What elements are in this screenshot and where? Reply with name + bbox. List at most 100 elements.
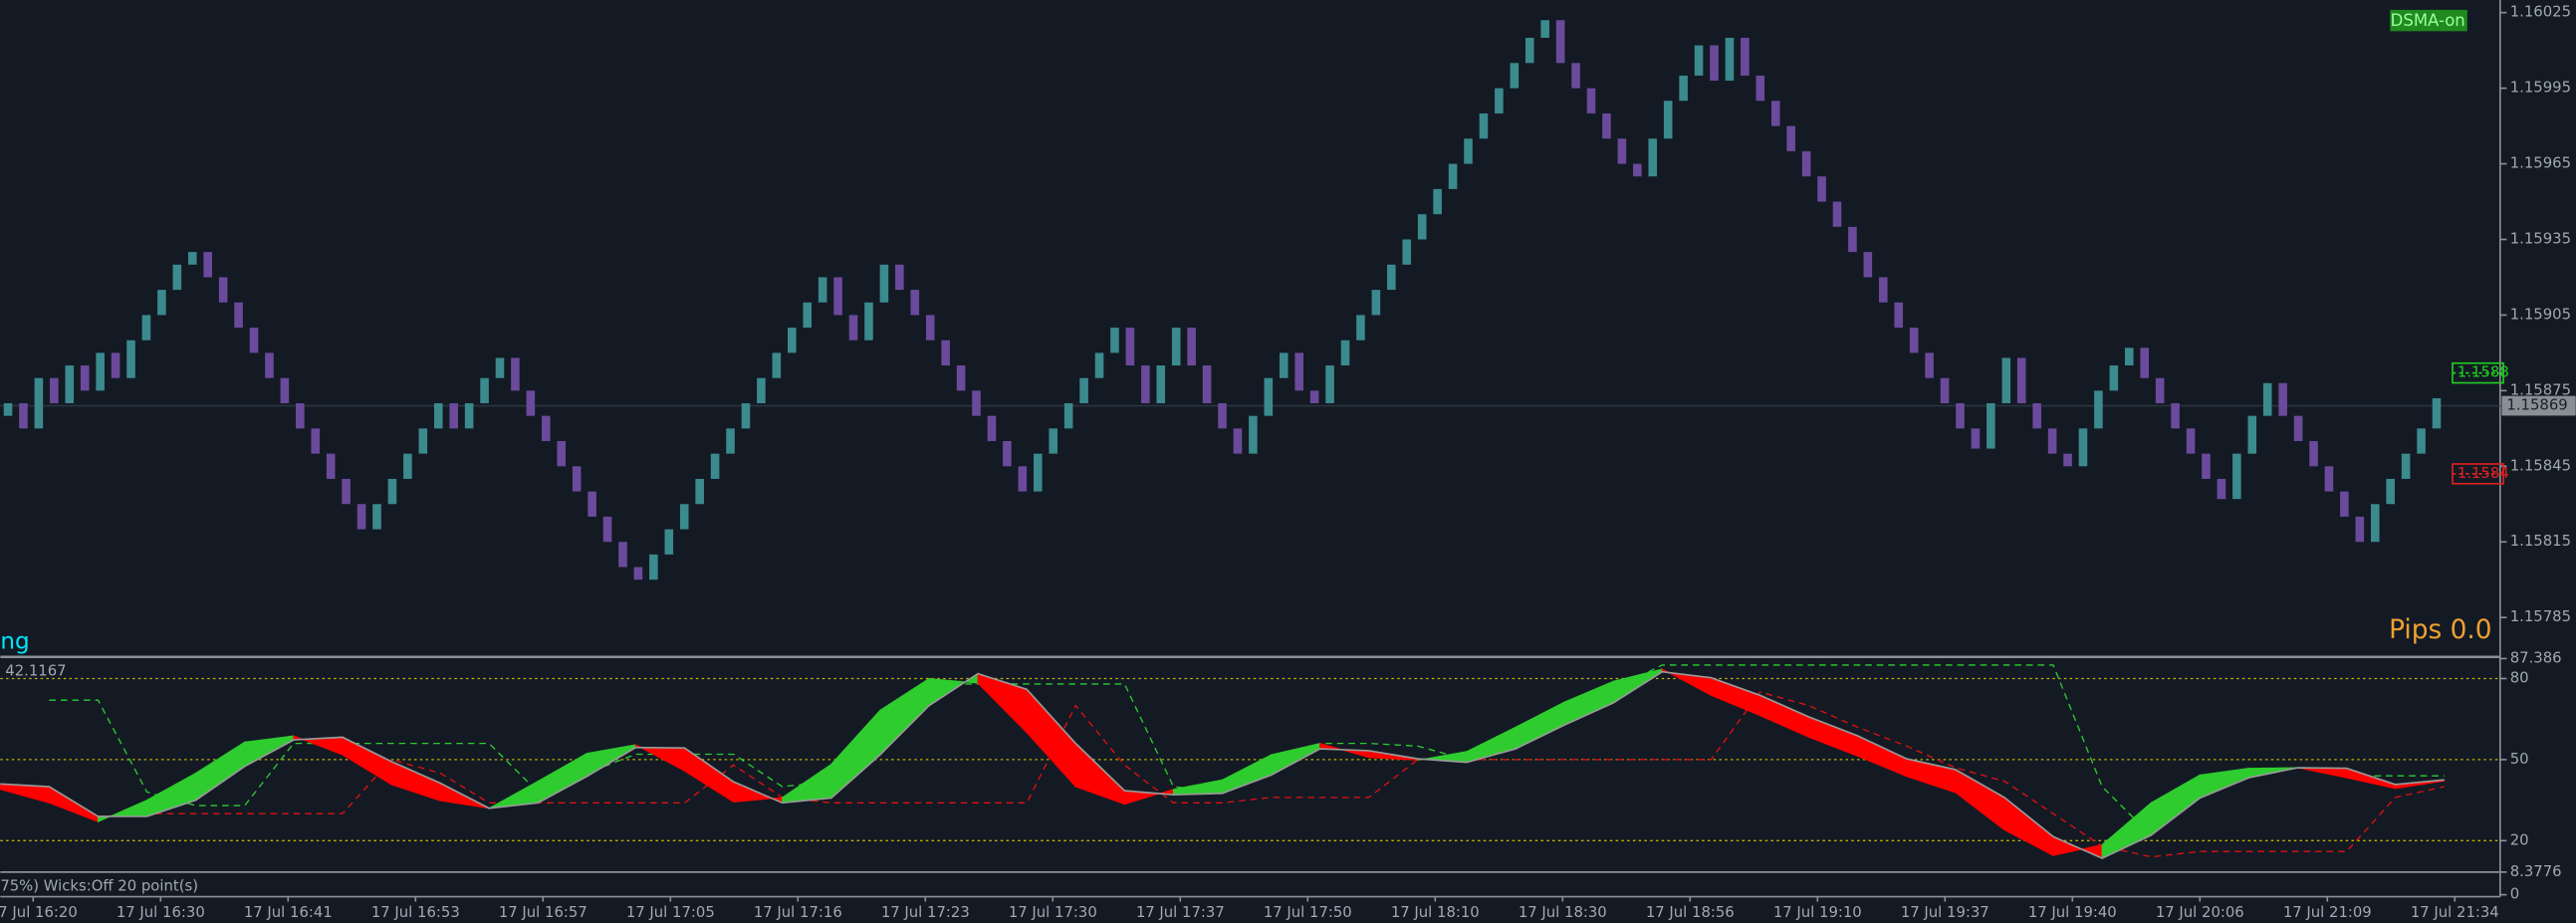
- indicator-value: 42.1167: [5, 663, 66, 680]
- renko-brick: [296, 403, 305, 429]
- renko-brick: [1925, 352, 1934, 378]
- renko-brick: [1786, 125, 1795, 151]
- renko-brick: [864, 302, 873, 341]
- renko-brick: [1940, 377, 1950, 404]
- renko-brick: [818, 277, 827, 303]
- renko-brick: [1294, 352, 1303, 391]
- renko-brick: [1049, 428, 1058, 454]
- renko-brick: [2309, 440, 2318, 467]
- renko-brick: [972, 390, 981, 416]
- renko-brick: [1156, 365, 1166, 404]
- renko-brick: [418, 428, 428, 454]
- renko-brick: [1141, 365, 1150, 404]
- renko-brick: [433, 403, 443, 429]
- x-tick-label: 17 Jul 19:37: [1901, 904, 1990, 921]
- renko-brick: [1524, 37, 1534, 64]
- renko-brick: [387, 478, 397, 505]
- renko-brick: [1340, 340, 1350, 366]
- renko-brick: [895, 264, 904, 291]
- renko-brick: [449, 403, 458, 429]
- renko-brick: [910, 290, 920, 316]
- renko-brick: [1003, 440, 1012, 467]
- renko-brick: [249, 328, 259, 353]
- renko-brick: [2247, 415, 2257, 454]
- y-tick-label: 1.15785: [2510, 608, 2571, 625]
- y-tick-label: 20: [2510, 831, 2529, 848]
- pips-label: Pips 0.0: [2389, 615, 2491, 645]
- renko-brick: [1094, 352, 1104, 378]
- renko-brick: [1832, 201, 1842, 227]
- renko-brick: [1725, 37, 1735, 82]
- x-tick-label: 17 Jul 19:40: [2028, 904, 2117, 921]
- y-tick-label: 1.15875: [2510, 381, 2571, 398]
- x-tick-label: 17 Jul 16:20: [0, 904, 78, 921]
- renko-brick: [403, 453, 412, 479]
- price-marker-box: [2452, 361, 2504, 384]
- renko-brick: [1279, 352, 1288, 378]
- renko-brick: [1586, 88, 1596, 114]
- y-tick-label: 0: [2510, 886, 2519, 903]
- renko-brick: [2186, 428, 2196, 454]
- y-tick-label: 1.15845: [2510, 457, 2571, 474]
- renko-brick: [1218, 403, 1227, 429]
- renko-brick: [50, 377, 59, 404]
- x-tick-label: 17 Jul 16:57: [499, 904, 587, 921]
- renko-brick: [1187, 328, 1196, 366]
- y-tick-label: 87.386: [2510, 649, 2562, 666]
- y-tick-label: 80: [2510, 669, 2529, 686]
- x-tick-label: 17 Jul 21:09: [2283, 904, 2372, 921]
- y-tick-label: 50: [2510, 751, 2529, 768]
- renko-brick: [1617, 138, 1627, 164]
- renko-brick: [941, 340, 950, 366]
- renko-brick: [464, 403, 474, 429]
- x-tick-label: 17 Jul 16:41: [244, 904, 333, 921]
- renko-brick: [679, 504, 689, 530]
- renko-brick: [2109, 365, 2119, 391]
- renko-brick: [1018, 466, 1028, 492]
- renko-brick: [2340, 491, 2349, 517]
- renko-brick: [2155, 377, 2165, 404]
- renko-brick: [1063, 403, 1073, 429]
- renko-brick: [1249, 415, 1258, 454]
- renko-brick: [1233, 428, 1243, 454]
- x-tick-label: 17 Jul 18:10: [1391, 904, 1480, 921]
- renko-brick: [602, 516, 612, 543]
- renko-brick: [2293, 415, 2303, 441]
- renko-brick: [187, 252, 197, 265]
- renko-brick: [157, 290, 166, 316]
- renko-brick: [480, 377, 489, 404]
- renko-brick: [1602, 113, 1611, 139]
- renko-brick: [96, 352, 105, 391]
- renko-brick: [1325, 365, 1334, 404]
- renko-brick: [511, 357, 520, 391]
- renko-brick: [1909, 328, 1919, 353]
- badge: DSMA-on: [2391, 11, 2465, 30]
- renko-brick: [2063, 453, 2072, 467]
- renko-brick: [1433, 188, 1442, 215]
- renko-brick: [649, 554, 658, 580]
- renko-brick: [710, 453, 720, 479]
- renko-brick: [141, 315, 151, 341]
- renko-brick: [1894, 302, 1904, 329]
- renko-brick: [495, 357, 505, 378]
- renko-brick: [987, 415, 997, 441]
- renko-brick: [2355, 516, 2365, 543]
- renko-brick: [1694, 45, 1704, 76]
- renko-brick: [1356, 315, 1365, 341]
- renko-brick: [1079, 377, 1088, 404]
- renko-brick: [956, 365, 966, 391]
- signal-line: [98, 691, 2445, 858]
- renko-brick: [1264, 377, 1274, 416]
- renko-brick: [1971, 428, 1981, 449]
- renko-brick: [833, 277, 842, 316]
- x-tick-label: 17 Jul 17:05: [626, 904, 715, 921]
- renko-brick: [526, 390, 536, 416]
- renko-brick: [741, 403, 751, 429]
- renko-brick: [1309, 390, 1319, 404]
- renko-brick: [1171, 328, 1181, 366]
- renko-brick: [172, 264, 182, 291]
- renko-brick: [925, 315, 935, 341]
- x-tick-label: 17 Jul 17:30: [1009, 904, 1097, 921]
- renko-brick: [2432, 397, 2442, 429]
